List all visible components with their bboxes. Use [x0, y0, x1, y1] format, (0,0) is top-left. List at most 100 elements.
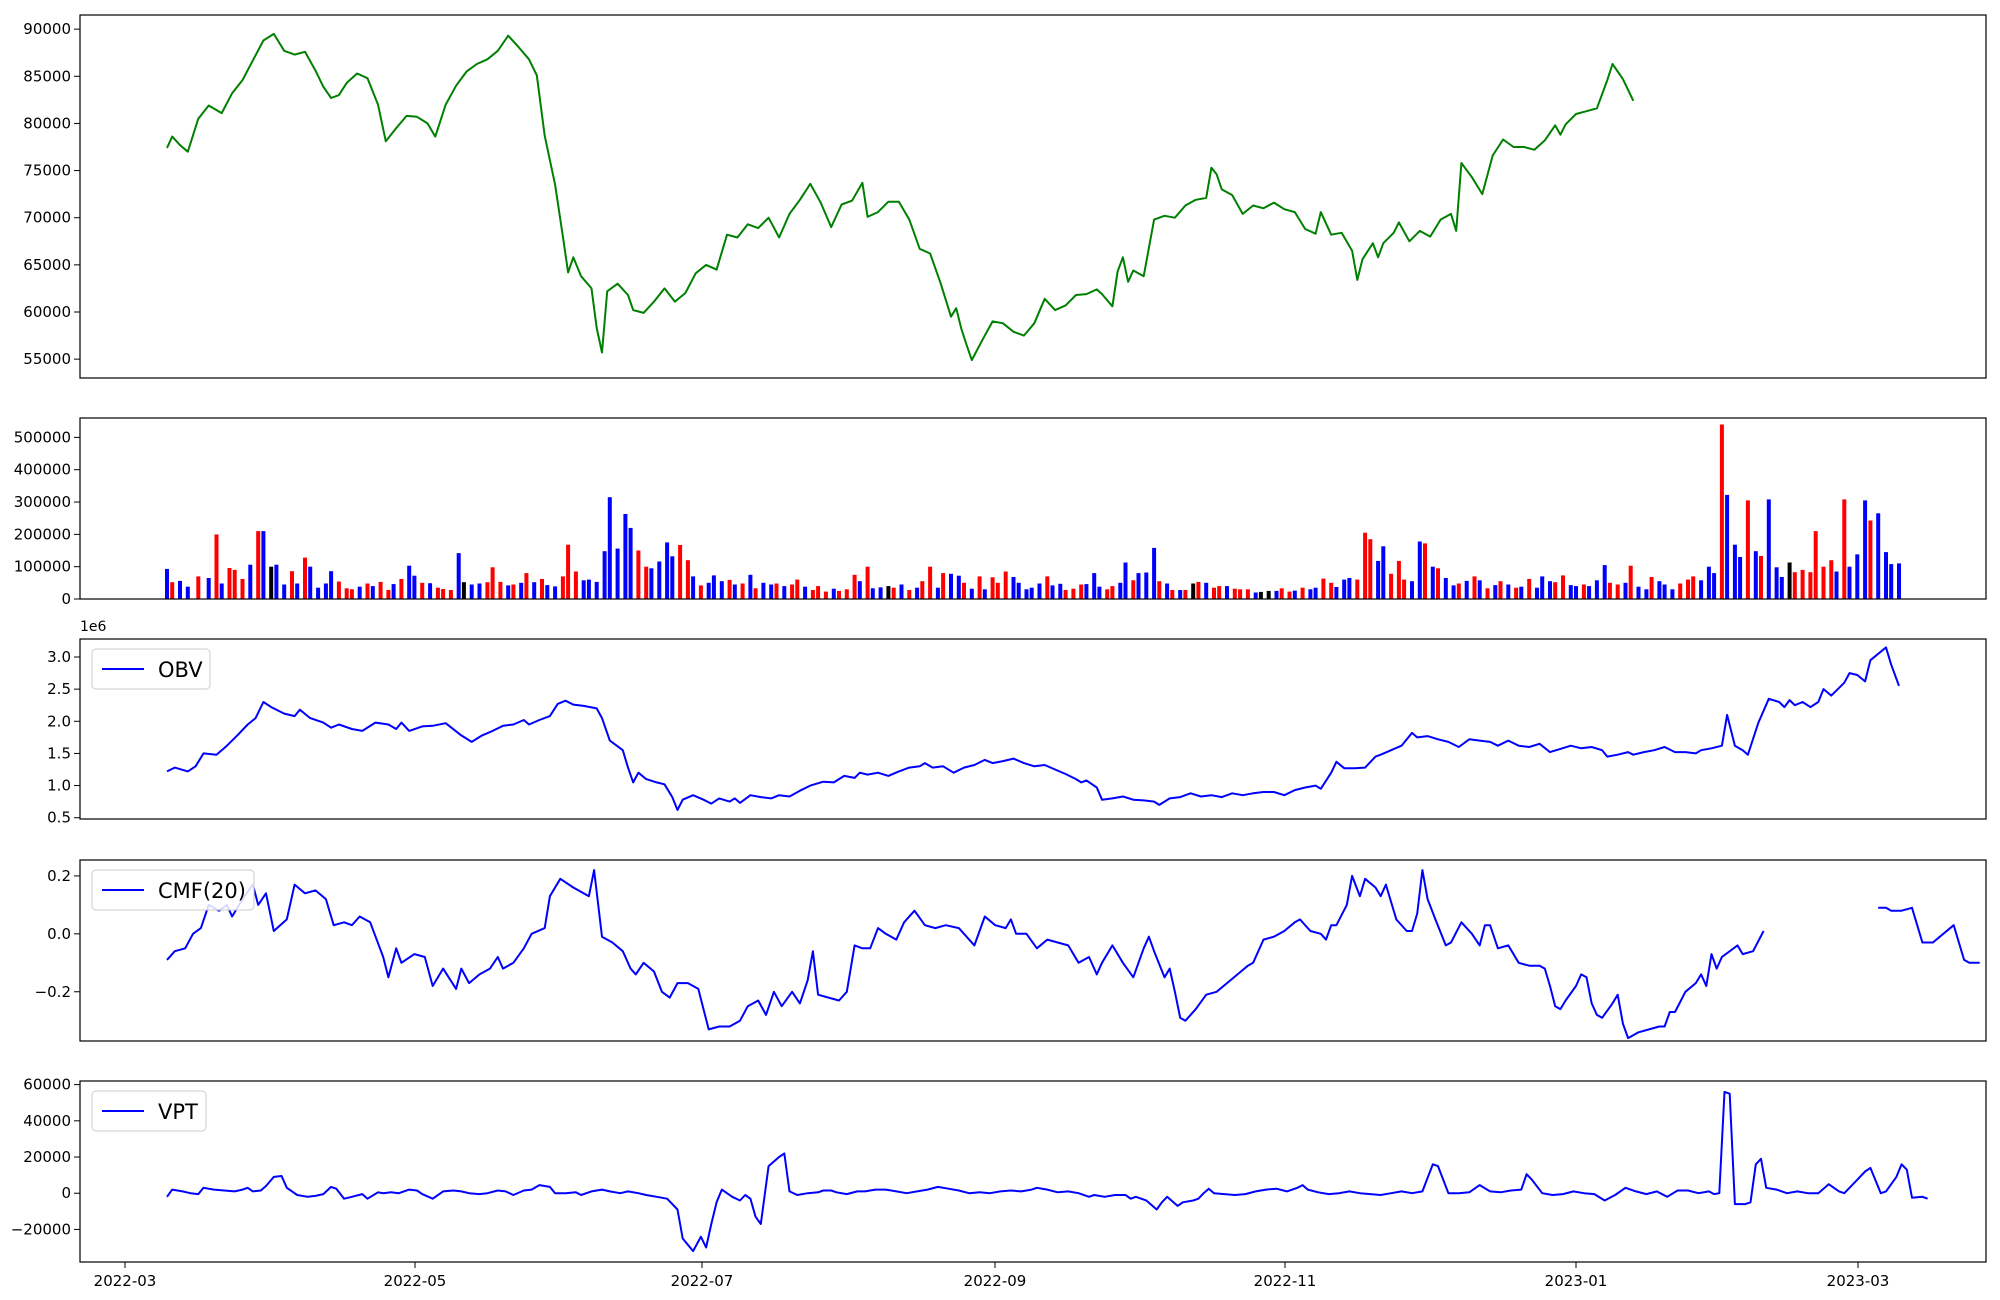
volume-bar	[1800, 569, 1805, 599]
volume-bar	[865, 566, 870, 599]
obv-ytick-label: 3.0	[47, 648, 71, 666]
obv-offset-label: 1e6	[80, 619, 107, 635]
volume-bar	[1079, 584, 1084, 599]
volume-bar	[753, 588, 758, 599]
volume-bar	[678, 545, 683, 599]
volume-ytick-label: 300000	[14, 493, 71, 511]
volume-bar	[1178, 590, 1183, 599]
obv-legend: OBV	[91, 648, 211, 690]
volume-bar	[1191, 583, 1196, 599]
volume-bar	[1607, 582, 1612, 599]
volume-bar	[607, 497, 612, 599]
volume-bar	[1553, 582, 1558, 599]
volume-bar	[1594, 580, 1599, 599]
volume-bar	[1745, 500, 1750, 599]
volume-bar	[581, 580, 586, 599]
volume-bar	[1238, 589, 1243, 599]
volume-bar	[370, 586, 375, 599]
price-ytick-label: 60000	[23, 303, 71, 321]
volume-bar	[1813, 531, 1818, 599]
volume-bar	[490, 567, 495, 599]
price-ytick-label: 75000	[23, 162, 71, 180]
volume-bar	[498, 581, 503, 599]
volume-bar	[1204, 582, 1209, 599]
volume-bar	[1123, 562, 1128, 599]
volume-bar	[365, 583, 370, 599]
volume-bar	[1037, 583, 1042, 599]
volume-bar	[274, 564, 279, 599]
vpt-ytick-label: 20000	[23, 1148, 71, 1166]
vpt-panel: −20000 0 20000 40000 60000 VPT 2022-03 2022-05 2…	[11, 1076, 1987, 1290]
volume-bar	[1732, 544, 1737, 599]
volume-bar	[1110, 586, 1115, 599]
cmf-line	[166, 869, 1765, 1040]
volume-bar	[282, 584, 287, 599]
volume-bar	[1058, 583, 1063, 599]
volume-bar	[623, 514, 628, 599]
volume-bar	[810, 590, 815, 599]
volume-bar	[435, 587, 440, 599]
volume-bar	[719, 581, 724, 599]
volume-bar	[1329, 582, 1334, 599]
volume-bar	[1884, 552, 1888, 599]
volume-ytick-label: 100000	[14, 558, 71, 576]
vpt-xtick-label: 2022-03	[94, 1272, 157, 1290]
vpt-xtick-label: 2022-11	[1254, 1272, 1317, 1290]
volume-bar	[1131, 580, 1136, 599]
volume-bar	[1706, 566, 1711, 599]
volume-bar	[206, 578, 211, 599]
vpt-legend-label: VPT	[158, 1100, 198, 1124]
volume-bar	[1417, 541, 1422, 599]
volume-bar	[524, 573, 529, 599]
obv-ytick-label: 1.0	[47, 777, 71, 795]
vpt-xtick-label: 2022-07	[671, 1272, 734, 1290]
volume-bar	[969, 588, 974, 599]
vpt-xtick-label: 2022-09	[964, 1272, 1027, 1290]
volume-bar	[1876, 513, 1881, 599]
volume-bar	[1628, 565, 1633, 599]
volume-bar	[1024, 589, 1029, 599]
volume-bar	[649, 568, 654, 599]
volume-bar	[1136, 573, 1141, 599]
price-line	[166, 32, 1635, 362]
volume-bar	[1402, 579, 1407, 599]
volume-bar	[1225, 586, 1229, 599]
volume-bar	[1686, 579, 1690, 599]
volume-bar	[1436, 568, 1440, 599]
volume-bar	[290, 571, 294, 599]
vpt-axes-frame	[79, 1080, 1987, 1263]
volume-bar	[1842, 499, 1847, 599]
price-ytick-label: 55000	[23, 350, 71, 368]
volume-bar	[636, 550, 641, 599]
price-panel: 55000 60000 65000 70000 75000 80000 85000 90000	[23, 14, 1987, 379]
volume-bar	[1792, 572, 1797, 599]
volume-ytick-label: 500000	[14, 428, 71, 446]
volume-bar	[928, 566, 933, 599]
volume-bar	[485, 582, 490, 599]
volume-bar	[1092, 573, 1097, 599]
volume-ytick-label: 200000	[14, 525, 71, 543]
volume-bar	[1712, 573, 1717, 599]
volume-bar	[1212, 587, 1216, 599]
volume-bar	[1456, 583, 1461, 599]
volume-bar	[1464, 580, 1469, 599]
volume-bar	[178, 580, 182, 599]
volume-bar	[1615, 584, 1620, 599]
volume-bar	[391, 584, 396, 599]
volume-bar	[857, 581, 862, 599]
cmf-axes-frame	[79, 859, 1987, 1042]
volume-bar	[441, 589, 446, 599]
volume-bar	[1232, 588, 1237, 599]
volume-bar	[670, 556, 675, 599]
volume-bar	[891, 587, 896, 599]
volume-bar	[1342, 579, 1347, 599]
volume-bar	[990, 577, 995, 599]
volume-bar	[1050, 585, 1055, 599]
volume-bar	[886, 586, 891, 599]
volume-bar	[336, 581, 341, 599]
volume-bar	[1829, 560, 1834, 599]
volume-bar	[1834, 571, 1839, 599]
volume-bar	[831, 588, 836, 599]
volume-bar	[545, 585, 550, 599]
